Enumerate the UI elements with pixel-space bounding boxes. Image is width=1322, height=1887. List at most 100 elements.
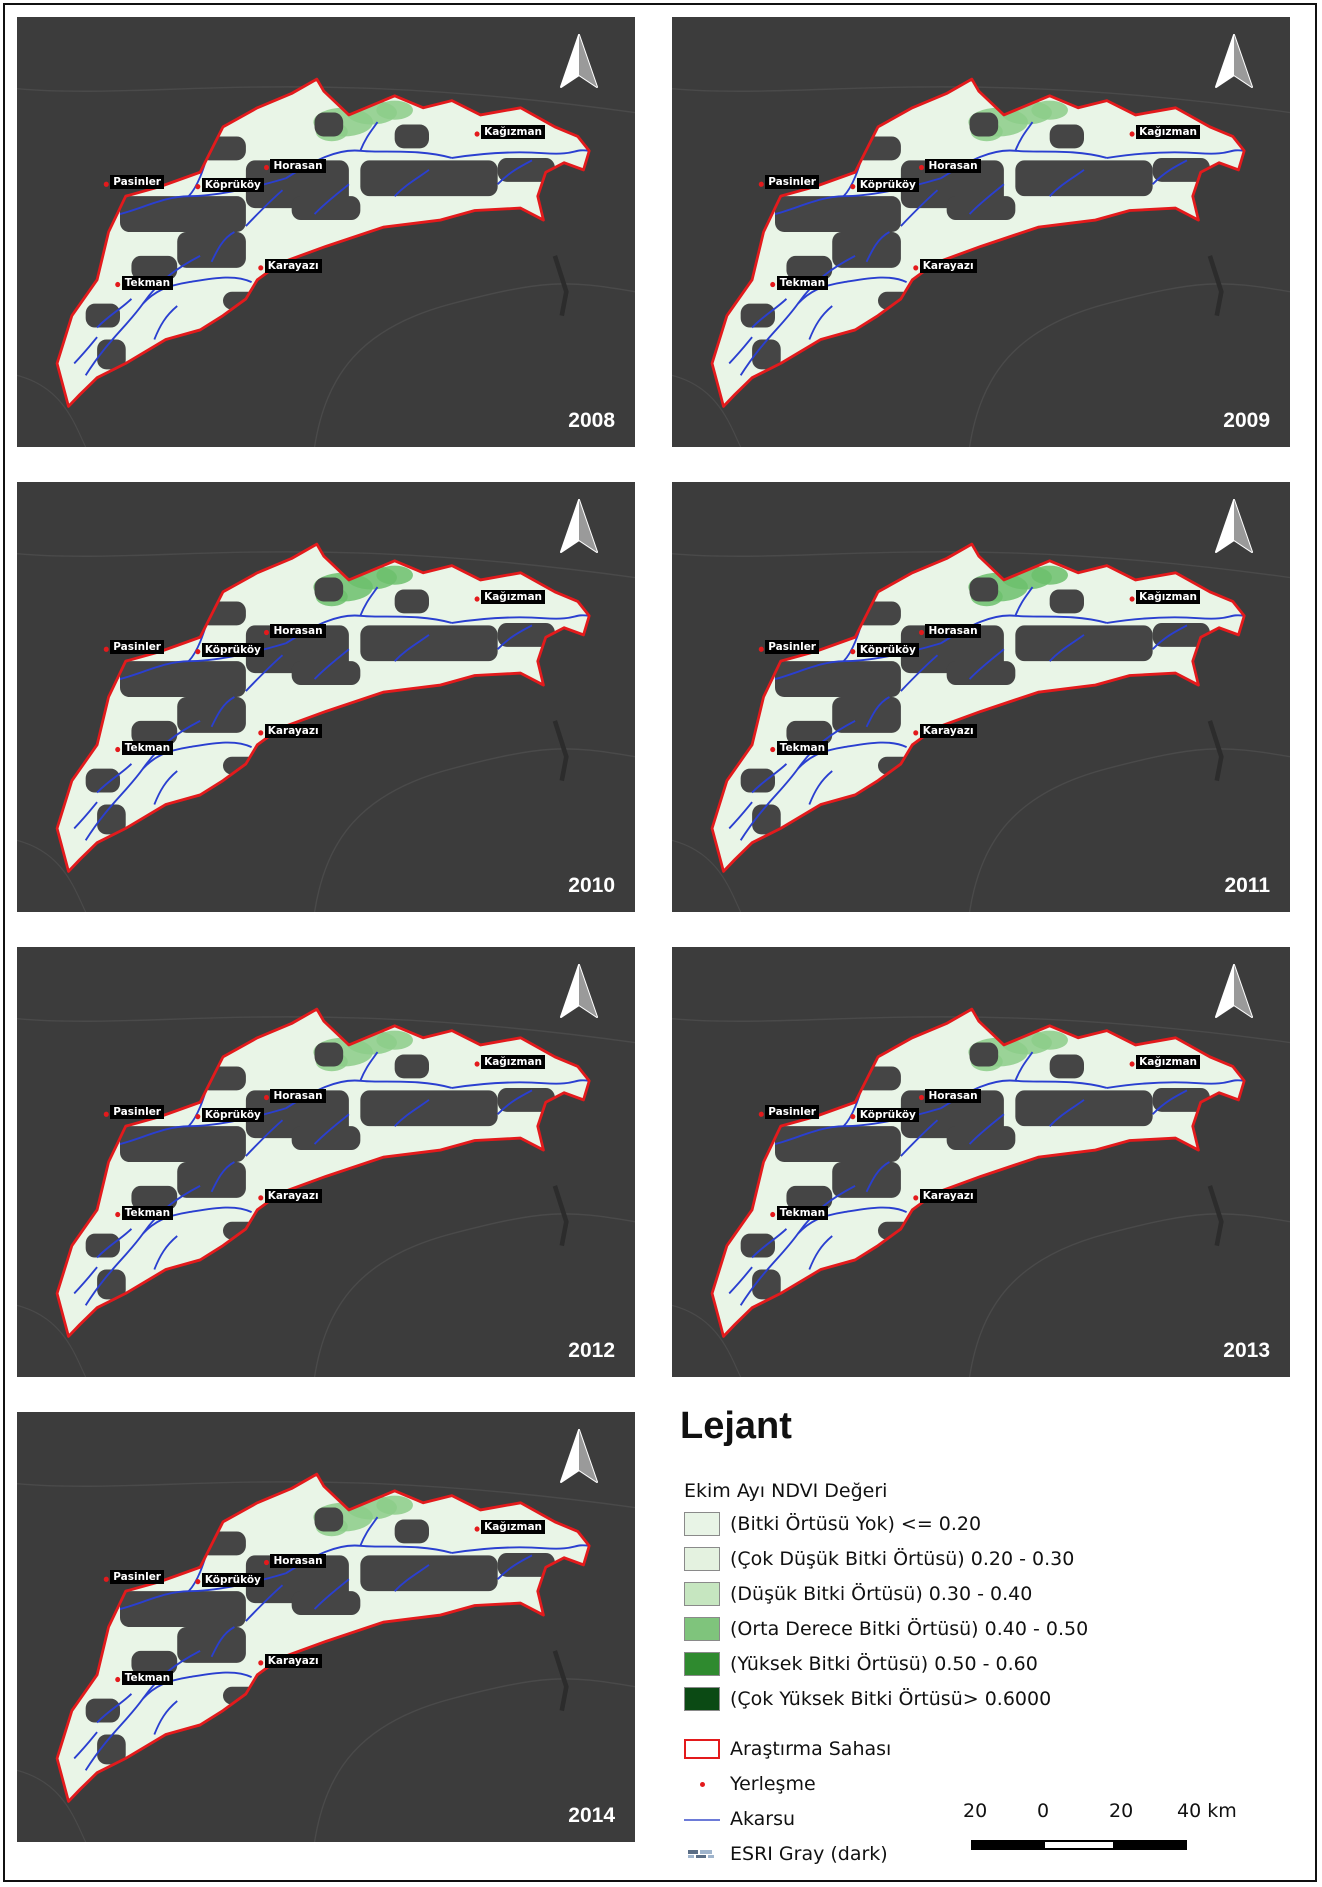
legend-stream: Akarsu [684, 1806, 795, 1832]
legend: Lejant Ekim Ayı NDVI Değeri (Bitki Örtüs… [676, 1405, 1296, 1875]
place-label: Karayazı [264, 723, 322, 738]
place-label: Kağızman [1136, 1055, 1201, 1070]
legend-swatch [684, 1582, 720, 1606]
year-label: 2009 [1223, 409, 1270, 432]
north-arrow-icon [1212, 33, 1256, 91]
legend-class-label: (Orta Derece Bitki Örtüsü) 0.40 - 0.50 [730, 1618, 1089, 1640]
legend-class-1: (Bitki Örtüsü Yok) <= 0.20 [684, 1511, 981, 1537]
map-panel-2011: Pasinler Köprüköy Horasan Kağızman Tekman Kar… [672, 482, 1290, 912]
place-label: Kağızman [481, 590, 546, 605]
legend-subtitle: Ekim Ayı NDVI Değeri [684, 1480, 888, 1502]
place-label: Tekman [776, 275, 829, 290]
place-label: Pasinler [110, 1570, 164, 1585]
place-label: Köprüköy [856, 1107, 919, 1122]
north-arrow-icon [557, 498, 601, 556]
place-label: Karayazı [264, 258, 322, 273]
legend-swatch [684, 1547, 720, 1571]
place-label: Tekman [776, 1205, 829, 1220]
scale-bar: 20 0 20 40 km [951, 1800, 1261, 1860]
place-label: Köprüköy [856, 177, 919, 192]
place-label: Pasinler [765, 175, 819, 190]
legend-swatch [684, 1512, 720, 1536]
place-label: Horasan [270, 158, 326, 173]
settlement-label: Yerleşme [730, 1773, 816, 1795]
north-arrow-icon [557, 1428, 601, 1486]
basin-map [17, 1007, 635, 1377]
basin-map [17, 1472, 635, 1842]
legend-class-3: (Düşük Bitki Örtüsü) 0.30 - 0.40 [684, 1581, 1032, 1607]
place-label: Horasan [925, 623, 981, 638]
scale-label: 20 [1109, 1800, 1134, 1822]
year-label: 2011 [1224, 874, 1270, 897]
legend-class-5: (Yüksek Bitki Örtüsü) 0.50 - 0.60 [684, 1651, 1038, 1677]
legend-class-2: (Çok Düşük Bitki Örtüsü) 0.20 - 0.30 [684, 1546, 1074, 1572]
basin-map [672, 77, 1290, 447]
place-label: Pasinler [110, 640, 164, 655]
legend-study-area: Araştırma Sahası [684, 1736, 891, 1762]
place-label: Köprüköy [201, 1107, 264, 1122]
legend-settlement: Yerleşme [684, 1771, 816, 1797]
place-label: Köprüköy [201, 177, 264, 192]
settlement-symbol [684, 1772, 720, 1796]
north-arrow-icon [1212, 498, 1256, 556]
place-label: Horasan [925, 158, 981, 173]
place-label: Pasinler [110, 1105, 164, 1120]
map-panel-2008: Pasinler Köprüköy Horasan Kağızman Tekman Kar… [17, 17, 635, 447]
place-label: Köprüköy [201, 1572, 264, 1587]
legend-class-4: (Orta Derece Bitki Örtüsü) 0.40 - 0.50 [684, 1616, 1088, 1642]
stream-label: Akarsu [730, 1808, 796, 1830]
place-label: Karayazı [919, 258, 977, 273]
scale-segment [1043, 1840, 1115, 1850]
map-panel-2014: Pasinler Köprüköy Horasan Kağızman Tekman Kar… [17, 1412, 635, 1842]
north-arrow-icon [1212, 963, 1256, 1021]
map-panel-2009: Pasinler Köprüköy Horasan Kağızman Tekman Kar… [672, 17, 1290, 447]
legend-basemap: ESRI Gray (dark) [684, 1841, 888, 1867]
scale-label: 20 [963, 1800, 988, 1822]
year-label: 2013 [1223, 1339, 1270, 1362]
legend-class-label: (Çok Düşük Bitki Örtüsü) 0.20 - 0.30 [730, 1548, 1075, 1570]
place-label: Tekman [121, 740, 174, 755]
basin-map [672, 542, 1290, 912]
legend-class-label: (Çok Yüksek Bitki Örtüsü> 0.6000 [730, 1688, 1052, 1710]
place-label: Tekman [121, 1205, 174, 1220]
legend-class-label: (Bitki Örtüsü Yok) <= 0.20 [730, 1513, 982, 1535]
legend-title: Lejant [680, 1405, 792, 1447]
legend-class-label: (Yüksek Bitki Örtüsü) 0.50 - 0.60 [730, 1653, 1038, 1675]
scale-segment [1115, 1840, 1187, 1850]
place-label: Tekman [121, 1670, 174, 1685]
stream-symbol [684, 1807, 720, 1831]
scale-segment [971, 1840, 1043, 1850]
basin-map [17, 77, 635, 447]
place-label: Pasinler [765, 1105, 819, 1120]
north-arrow-icon [557, 963, 601, 1021]
north-arrow-icon [557, 33, 601, 91]
place-label: Horasan [270, 1553, 326, 1568]
place-label: Karayazı [919, 1188, 977, 1203]
place-label: Köprüköy [201, 642, 264, 657]
place-label: Kağızman [1136, 125, 1201, 140]
year-label: 2010 [568, 874, 615, 897]
place-label: Karayazı [919, 723, 977, 738]
place-label: Horasan [925, 1088, 981, 1103]
legend-swatch [684, 1687, 720, 1711]
place-label: Pasinler [765, 640, 819, 655]
place-label: Tekman [776, 740, 829, 755]
place-label: Pasinler [110, 175, 164, 190]
basin-map [17, 542, 635, 912]
place-label: Horasan [270, 623, 326, 638]
basin-map [672, 1007, 1290, 1377]
place-label: Tekman [121, 275, 174, 290]
place-label: Horasan [270, 1088, 326, 1103]
year-label: 2014 [568, 1804, 615, 1827]
legend-class-label: (Düşük Bitki Örtüsü) 0.30 - 0.40 [730, 1583, 1033, 1605]
basemap-symbol [684, 1842, 720, 1866]
legend-swatch [684, 1652, 720, 1676]
place-label: Kağızman [481, 125, 546, 140]
study-area-label: Araştırma Sahası [730, 1738, 892, 1760]
place-label: Kağızman [1136, 590, 1201, 605]
scale-label: 0 [1037, 1800, 1050, 1822]
place-label: Köprüköy [856, 642, 919, 657]
year-label: 2012 [568, 1339, 615, 1362]
year-label: 2008 [568, 409, 615, 432]
legend-swatch [684, 1617, 720, 1641]
